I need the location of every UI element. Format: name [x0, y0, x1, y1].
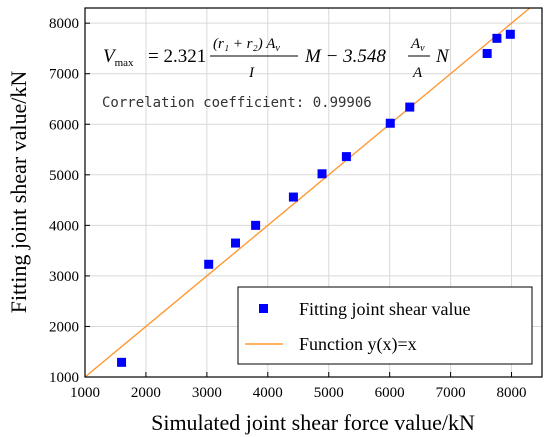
- legend-box: [237, 286, 533, 365]
- y-tick-label: 8000: [49, 16, 79, 32]
- y-tick-label: 6000: [49, 117, 79, 133]
- formula-annotation: Vmax = 2.321 (r₁ + r₂) Av I M − 3.548 Av…: [103, 36, 450, 81]
- legend-marker-fitting: [259, 304, 268, 313]
- x-tick-label: 4000: [253, 385, 283, 401]
- x-tick-label: 5000: [314, 385, 344, 401]
- data-point: [492, 33, 502, 43]
- data-point: [341, 152, 351, 162]
- y-axis-title: Fitting joint shear value/kN: [6, 71, 31, 314]
- data-point: [505, 29, 515, 39]
- formula-frac2-num-sub: v: [420, 43, 425, 54]
- formula-frac1-num-sub: v: [275, 43, 280, 54]
- data-point: [385, 118, 395, 128]
- formula-lhs-sub: max: [115, 57, 134, 69]
- svg-text:(r₁ + r₂) Av: (r₁ + r₂) Av: [213, 36, 280, 54]
- data-point: [117, 357, 127, 367]
- formula-mid: M − 3.548: [304, 46, 386, 67]
- y-tick-label: 3000: [49, 269, 79, 285]
- x-tick-label: 8000: [497, 385, 527, 401]
- scatter-points: [117, 29, 515, 367]
- svg-text:Av: Av: [410, 36, 425, 54]
- data-point: [231, 238, 241, 248]
- y-tick-label: 4000: [49, 218, 79, 234]
- formula-frac2-den: A: [412, 65, 423, 81]
- data-point: [482, 48, 492, 58]
- x-tick-label: 7000: [436, 385, 466, 401]
- reference-line-layer: [84, 7, 531, 378]
- legend-label-function: Function y(x)=x: [299, 334, 417, 355]
- correlation-text: Correlation coefficient: 0.99906: [102, 95, 372, 111]
- legend-label-fitting: Fitting joint shear value: [299, 299, 470, 319]
- formula-coef1: = 2.321: [148, 46, 206, 67]
- x-tick-label: 1000: [70, 385, 100, 401]
- x-tick-label: 3000: [192, 385, 222, 401]
- formula-frac2-num: A: [410, 36, 421, 52]
- formula-frac1-den: I: [248, 65, 255, 81]
- data-point: [405, 102, 415, 112]
- y-tick-label: 7000: [49, 67, 79, 83]
- function-line: [84, 7, 531, 378]
- axis-ticks: 1000 2000 3000 4000 5000 6000 7000 8000 1000 2000…: [49, 16, 527, 401]
- data-point: [251, 220, 261, 230]
- data-point: [204, 259, 214, 269]
- y-tick-label: 1000: [49, 370, 79, 386]
- data-point: [288, 192, 298, 202]
- y-tick-label: 5000: [49, 168, 79, 184]
- formula-end: N: [435, 46, 450, 67]
- x-tick-label: 2000: [131, 385, 161, 401]
- y-tick-label: 2000: [49, 319, 79, 335]
- x-tick-label: 6000: [375, 385, 405, 401]
- plot-frame: [84, 7, 543, 378]
- formula-frac1-num: (r₁ + r₂) A: [213, 36, 276, 52]
- svg-text:Vmax: Vmax: [103, 46, 134, 69]
- data-point: [317, 169, 327, 179]
- x-axis-title: Simulated joint shear force value/kN: [151, 410, 475, 435]
- formula-lhs: V: [103, 46, 117, 67]
- legend: Fitting joint shear value Function y(x)=…: [237, 286, 533, 365]
